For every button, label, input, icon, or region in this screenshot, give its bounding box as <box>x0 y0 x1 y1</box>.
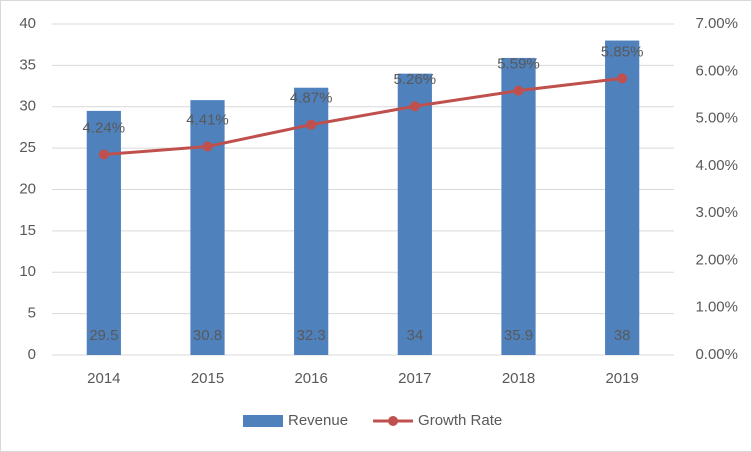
bar-value-label: 35.9 <box>504 327 533 344</box>
y-tick-label: 30 <box>19 98 36 115</box>
x-tick-label: 2015 <box>191 370 224 387</box>
x-tick-label: 2016 <box>294 370 327 387</box>
bar-value-label: 38 <box>614 327 631 344</box>
bar <box>190 100 225 355</box>
bar-value-label: 30.8 <box>193 327 222 344</box>
y-tick-label: 5 <box>28 305 36 322</box>
legend-swatch <box>243 415 283 427</box>
line-marker <box>98 149 109 160</box>
bar <box>605 40 640 356</box>
y2-tick-label: 4.00% <box>695 157 738 174</box>
line-value-label: 5.85% <box>601 43 644 60</box>
line-marker <box>202 141 213 152</box>
line-value-label: 4.87% <box>290 90 333 107</box>
y-tick-label: 25 <box>19 139 36 156</box>
line-marker <box>513 85 524 96</box>
y2-tick-label: 2.00% <box>695 251 738 268</box>
y-tick-label: 40 <box>19 15 36 32</box>
legend-label: Revenue <box>288 412 348 429</box>
legend-label: Growth Rate <box>418 412 502 429</box>
line <box>103 76 623 157</box>
bar <box>501 57 536 356</box>
bar <box>86 110 121 355</box>
line-value-label: 5.59% <box>497 56 540 73</box>
line-value-label: 4.24% <box>83 119 126 136</box>
x-tick-label: 2018 <box>502 370 535 387</box>
line-value-label: 4.41% <box>186 111 229 128</box>
y2-tick-label: 5.00% <box>695 110 738 127</box>
line-marker <box>617 73 628 84</box>
bar <box>294 87 329 355</box>
bar-value-label: 34 <box>406 327 423 344</box>
x-tick-label: 2017 <box>398 370 431 387</box>
legend-marker <box>388 416 399 426</box>
line-marker <box>306 119 317 130</box>
bar-value-label: 32.3 <box>297 327 326 344</box>
bar <box>397 73 432 356</box>
y2-tick-label: 7.00% <box>695 15 738 32</box>
y2-tick-label: 1.00% <box>695 299 738 316</box>
y2-tick-label: 0.00% <box>695 346 738 363</box>
bar-value-label: 29.5 <box>89 327 118 344</box>
line-marker <box>409 101 420 112</box>
x-tick-label: 2014 <box>87 370 120 387</box>
y-tick-label: 15 <box>19 222 36 239</box>
y-tick-label: 0 <box>28 346 36 363</box>
y-tick-label: 35 <box>19 56 36 73</box>
x-tick-label: 2019 <box>605 370 638 387</box>
y2-tick-label: 3.00% <box>695 204 738 221</box>
y-tick-label: 10 <box>19 263 36 280</box>
line-value-label: 5.26% <box>394 71 437 88</box>
y-tick-label: 20 <box>19 180 36 197</box>
y2-tick-label: 6.00% <box>695 62 738 79</box>
